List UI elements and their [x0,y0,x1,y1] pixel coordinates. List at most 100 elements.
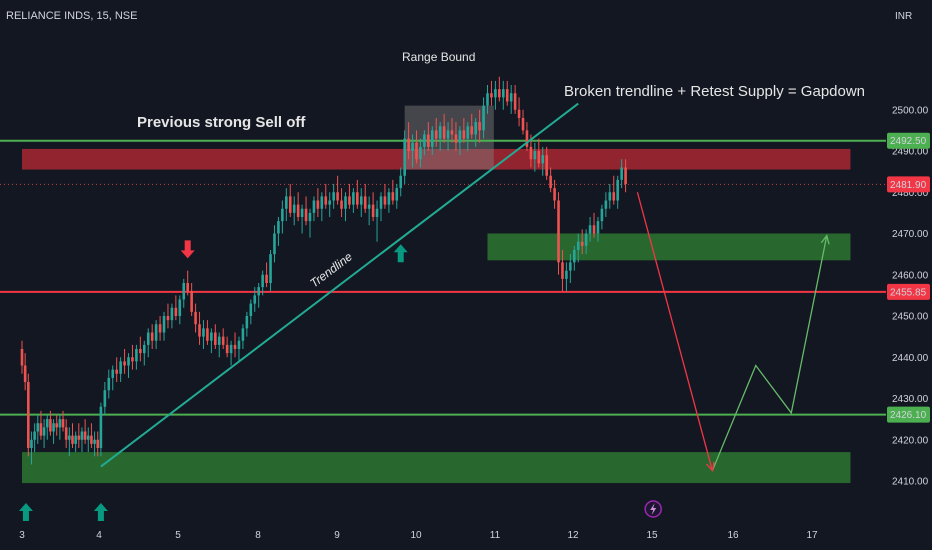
candle-body [229,344,233,354]
candle [296,192,300,222]
candle-body [584,233,588,246]
candle [478,109,481,143]
time-tick-label: 5 [175,530,181,541]
candle-body [565,270,568,279]
candle [545,146,548,180]
candle [565,262,568,292]
candle [569,254,572,283]
candle-body [30,439,33,448]
candle [549,167,552,193]
candle [214,324,217,349]
candle-body [39,423,43,436]
candle [64,419,68,448]
candle-body [55,423,59,428]
candles-layer [20,76,627,465]
zone-demand-low [22,452,851,484]
candle [434,118,438,147]
candle [77,423,81,448]
candle-body [90,435,93,444]
price-badge-text: 2481.90 [890,180,927,191]
candle [379,192,383,222]
candle-body [509,93,513,102]
candle-body [221,336,225,345]
candle [391,179,395,205]
candle [285,188,288,222]
projection-up-arrowhead [820,234,830,245]
symbol-label: RELIANCE INDS, 15, NSE [6,10,137,22]
candle-body [498,89,501,98]
candle [332,184,335,209]
candle-body [490,93,493,98]
candle [245,311,249,337]
candle-body [320,196,324,209]
price-tick-label: 2500.00 [892,105,929,116]
event-lightning-icon[interactable] [644,500,662,518]
candle-body [525,130,529,147]
candle-body [316,200,320,209]
candle [74,431,77,453]
candle [45,415,49,440]
overlay-layer [18,102,830,521]
candle-body [403,138,406,176]
candle [158,316,162,341]
candle [462,118,466,143]
candle-body [71,435,74,444]
candle [198,311,201,345]
candle-body [285,196,288,209]
candle [83,419,87,444]
candle [249,299,253,325]
candle [383,184,387,209]
currency-label: INR [895,11,912,22]
candle-body [52,423,55,432]
candle [399,167,403,197]
candle-body [93,439,96,444]
candle [206,320,209,345]
candle [395,184,399,209]
candle [541,146,545,176]
candle [450,118,454,143]
time-axis[interactable]: 3 4 5 8 9 10 11 12 15 16 17 [19,530,818,541]
candle-body [83,431,87,440]
candle [371,192,375,222]
candle [367,196,371,226]
candle-body [190,291,193,312]
candle-body [576,241,580,250]
candle-body [415,142,418,160]
candle [154,320,158,349]
candle [150,324,154,349]
price-label-badge: 2455.85 [887,283,930,300]
candle-body [533,151,537,160]
candle-body [505,89,509,102]
candle [316,188,320,217]
arrow-up-icon [93,503,108,521]
projection-down-leg [636,192,714,471]
candle [474,118,477,147]
candle [123,349,126,374]
candle-body [27,382,30,448]
candle [90,423,93,448]
arrow-up-icon [393,244,408,263]
candle [182,278,186,308]
candle-body [253,295,257,304]
candle-body [269,254,272,283]
candle-body [545,155,548,176]
candle [61,410,65,432]
price-axis[interactable]: 2410.00 2420.00 2430.00 2440.00 2450.00 2460.… [886,0,932,550]
candle-body [356,192,359,205]
candle-body [438,126,442,139]
candle-body [332,192,335,201]
price-badge-bg [887,406,930,423]
candle [103,382,107,415]
candle [458,126,462,156]
price-tick-label: 2470.00 [892,229,929,240]
candle-body [521,118,525,131]
price-axis-bg [886,0,932,550]
price-badge-bg [887,176,930,193]
candle-body [135,349,138,362]
time-tick-label: 16 [727,530,739,541]
candle-body [466,126,470,139]
candle-body [371,204,375,217]
candle [86,427,90,453]
candle [253,287,257,312]
